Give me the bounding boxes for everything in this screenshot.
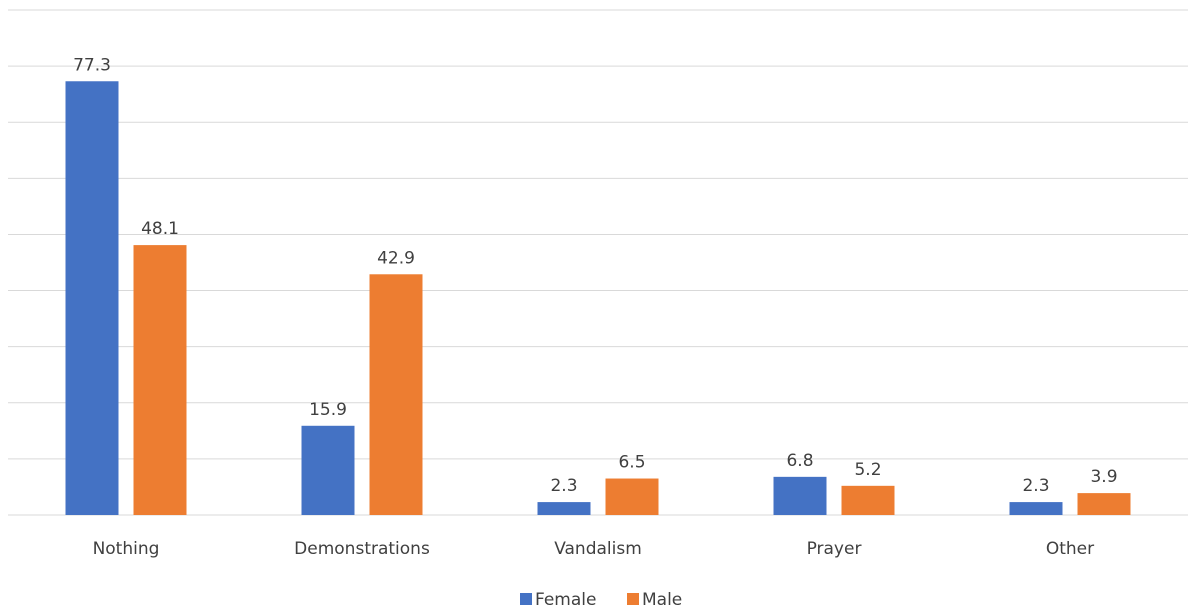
bar (301, 425, 355, 515)
legend-swatch (627, 593, 639, 605)
data-label: 42.9 (377, 248, 415, 268)
bar (133, 245, 187, 515)
legend-label: Male (642, 590, 682, 609)
data-label: 77.3 (73, 55, 111, 75)
data-label: 2.3 (1022, 476, 1049, 496)
bar (1077, 493, 1131, 515)
bar (1009, 502, 1063, 515)
bar (605, 478, 659, 515)
data-label: 5.2 (854, 460, 881, 480)
bar (537, 502, 591, 515)
x-tick-label: Other (1046, 539, 1094, 559)
x-tick-label: Demonstrations (294, 539, 430, 559)
x-tick-label: Nothing (93, 539, 160, 559)
data-label: 15.9 (309, 400, 347, 420)
data-label: 6.5 (618, 453, 645, 473)
bar (841, 485, 895, 515)
legend-label: Female (535, 590, 596, 609)
data-label: 2.3 (550, 476, 577, 496)
data-label: 3.9 (1090, 467, 1117, 487)
data-label: 6.8 (786, 451, 813, 471)
legend-swatch (520, 593, 532, 605)
bar (65, 81, 119, 515)
bar (369, 274, 423, 515)
data-label: 48.1 (141, 219, 179, 239)
x-tick-label: Vandalism (554, 539, 642, 559)
bar (773, 476, 827, 515)
x-tick-label: Prayer (807, 539, 862, 559)
